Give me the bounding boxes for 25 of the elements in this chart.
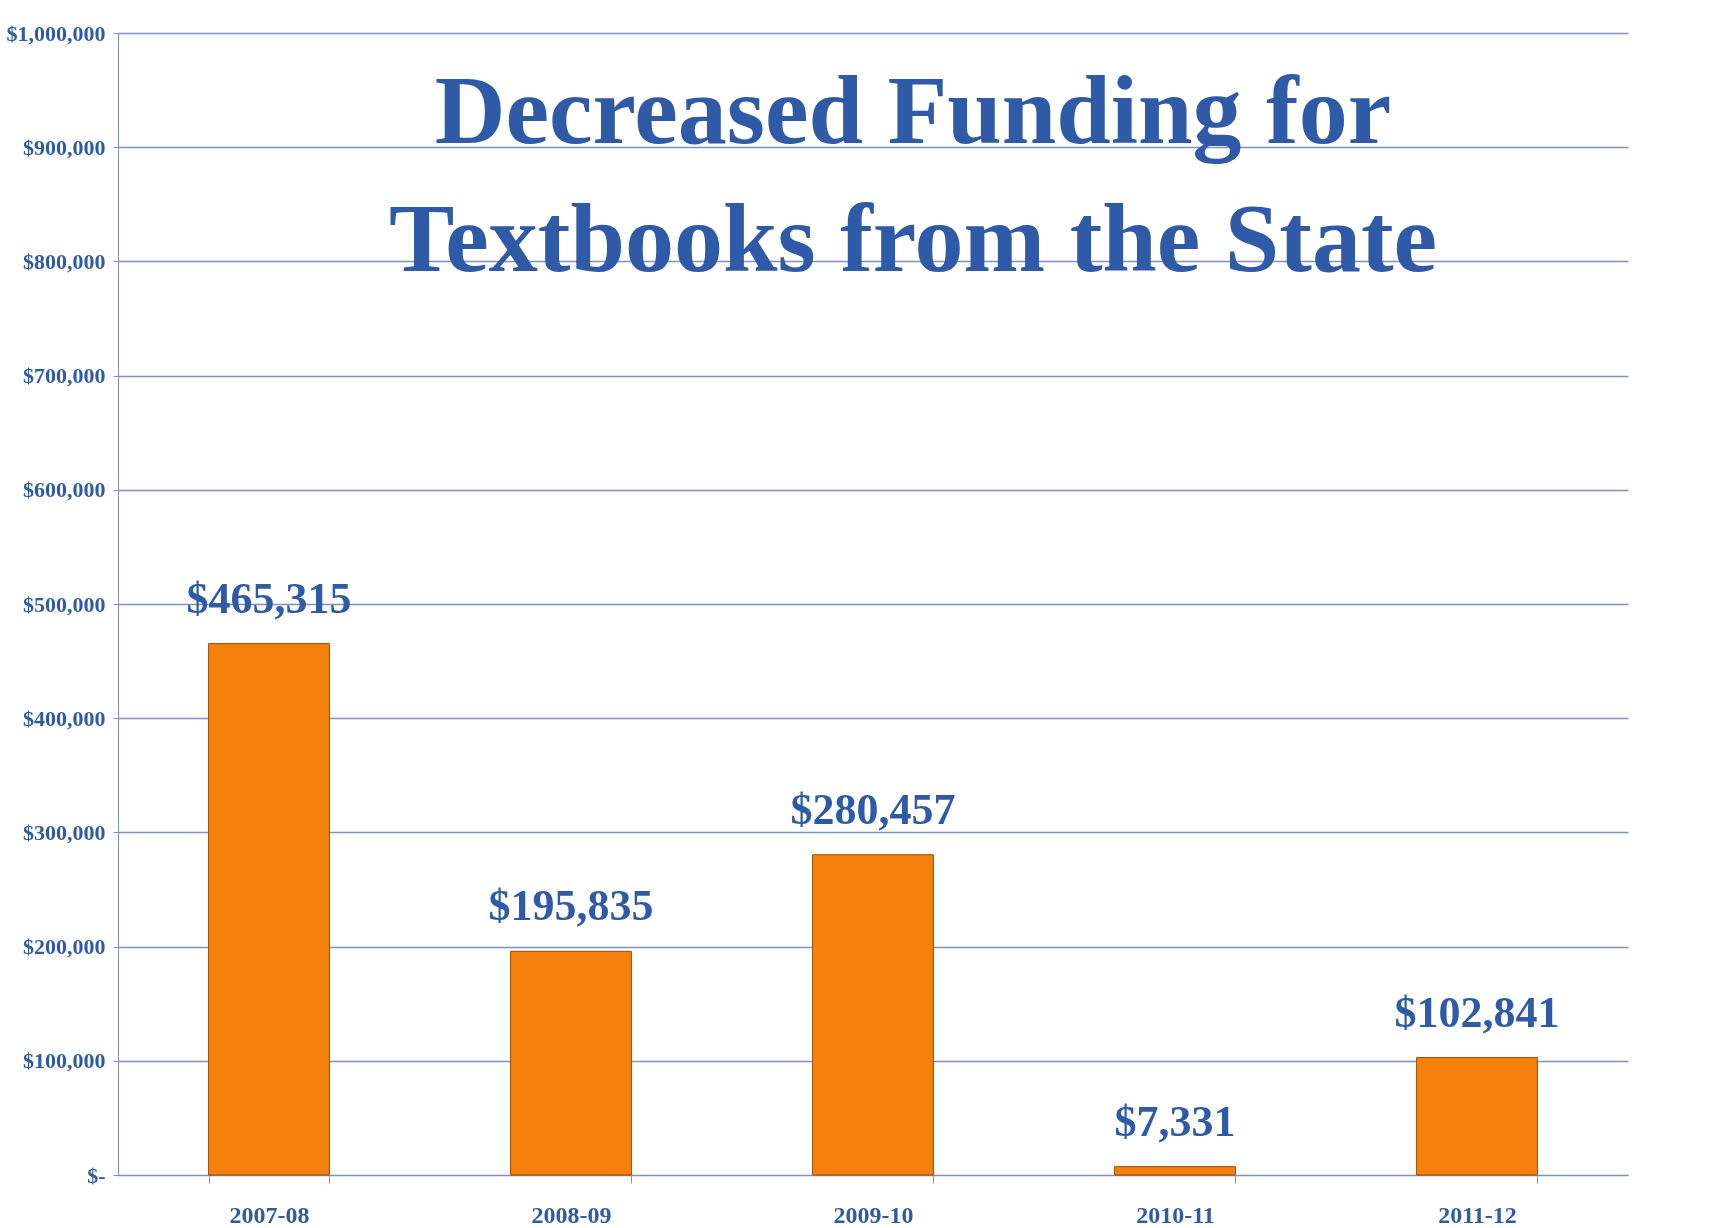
- data-label: $7,331: [1114, 1096, 1236, 1146]
- x-tick-label: 2010-11: [1136, 1201, 1215, 1228]
- y-tick-label: $800,000: [23, 248, 106, 274]
- y-tick-label: $100,000: [23, 1048, 106, 1074]
- bar: [510, 950, 632, 1176]
- y-tick-label: $-: [87, 1162, 106, 1188]
- x-tick-label: 2011-12: [1438, 1201, 1517, 1228]
- y-tick-label: $900,000: [23, 134, 106, 160]
- bar: [208, 643, 330, 1176]
- x-tick-label: 2009-10: [833, 1201, 914, 1228]
- bar: [1416, 1057, 1538, 1176]
- data-label: $195,835: [488, 881, 654, 931]
- data-label: $102,841: [1394, 987, 1560, 1037]
- bar: [1114, 1166, 1236, 1176]
- y-tick-label: $300,000: [23, 819, 106, 845]
- bar: [812, 854, 934, 1176]
- y-tick-label: $1,000,000: [6, 20, 106, 46]
- y-tick-label: $600,000: [23, 477, 106, 503]
- y-tick-label: $200,000: [23, 934, 106, 960]
- data-label: $280,457: [790, 784, 956, 834]
- y-tick-label: $700,000: [23, 363, 106, 389]
- y-tick-label: $400,000: [23, 705, 106, 731]
- x-tick-label: 2007-08: [229, 1201, 310, 1228]
- y-tick-label: $500,000: [23, 591, 106, 617]
- x-tick-label: 2008-09: [531, 1201, 612, 1228]
